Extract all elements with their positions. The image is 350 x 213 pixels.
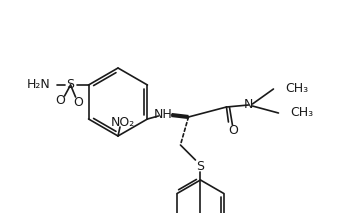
Text: S: S xyxy=(66,79,75,92)
Text: CH₃: CH₃ xyxy=(290,106,314,119)
Text: NO₂: NO₂ xyxy=(111,115,135,128)
Text: S: S xyxy=(196,161,204,174)
Text: O: O xyxy=(56,95,65,108)
Text: O: O xyxy=(229,124,238,137)
Text: O: O xyxy=(74,96,84,109)
Text: H₂N: H₂N xyxy=(27,79,50,92)
Text: CH₃: CH₃ xyxy=(286,82,309,95)
Text: NH: NH xyxy=(154,108,173,121)
Text: N: N xyxy=(244,98,253,111)
